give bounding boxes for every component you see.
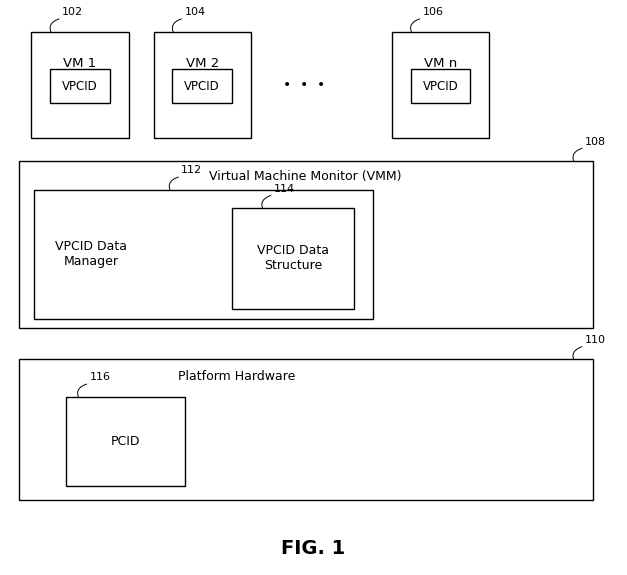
Text: •  •  •: • • • (283, 78, 325, 91)
Text: Virtual Machine Monitor (VMM): Virtual Machine Monitor (VMM) (209, 170, 402, 182)
Bar (411, 69, 470, 104)
Bar (19, 161, 593, 328)
Text: Platform Hardware: Platform Hardware (178, 370, 295, 383)
Text: 104: 104 (184, 7, 206, 17)
Text: 114: 114 (274, 184, 295, 194)
Text: VPCID: VPCID (62, 80, 98, 93)
Text: 112: 112 (181, 166, 203, 175)
Text: 116: 116 (90, 373, 110, 382)
Bar (31, 32, 129, 138)
Text: VPCID Data
Manager: VPCID Data Manager (55, 240, 127, 269)
Bar (19, 359, 593, 500)
Text: VM 2: VM 2 (186, 57, 219, 70)
Bar (66, 397, 185, 486)
Text: VM 1: VM 1 (63, 57, 97, 70)
Bar (154, 32, 251, 138)
Bar (172, 69, 232, 104)
Bar (50, 69, 110, 104)
Text: 102: 102 (62, 7, 83, 17)
Text: VPCID: VPCID (184, 80, 220, 93)
Text: VPCID: VPCID (423, 80, 458, 93)
Bar (232, 208, 354, 309)
Text: VM n: VM n (424, 57, 457, 70)
Bar (34, 190, 373, 319)
Text: 110: 110 (585, 335, 606, 345)
Text: VPCID Data
Structure: VPCID Data Structure (257, 244, 329, 273)
Text: 106: 106 (423, 7, 443, 17)
Text: 108: 108 (585, 137, 606, 147)
Text: FIG. 1: FIG. 1 (282, 539, 345, 558)
Bar (392, 32, 489, 138)
Text: PCID: PCID (110, 435, 140, 448)
